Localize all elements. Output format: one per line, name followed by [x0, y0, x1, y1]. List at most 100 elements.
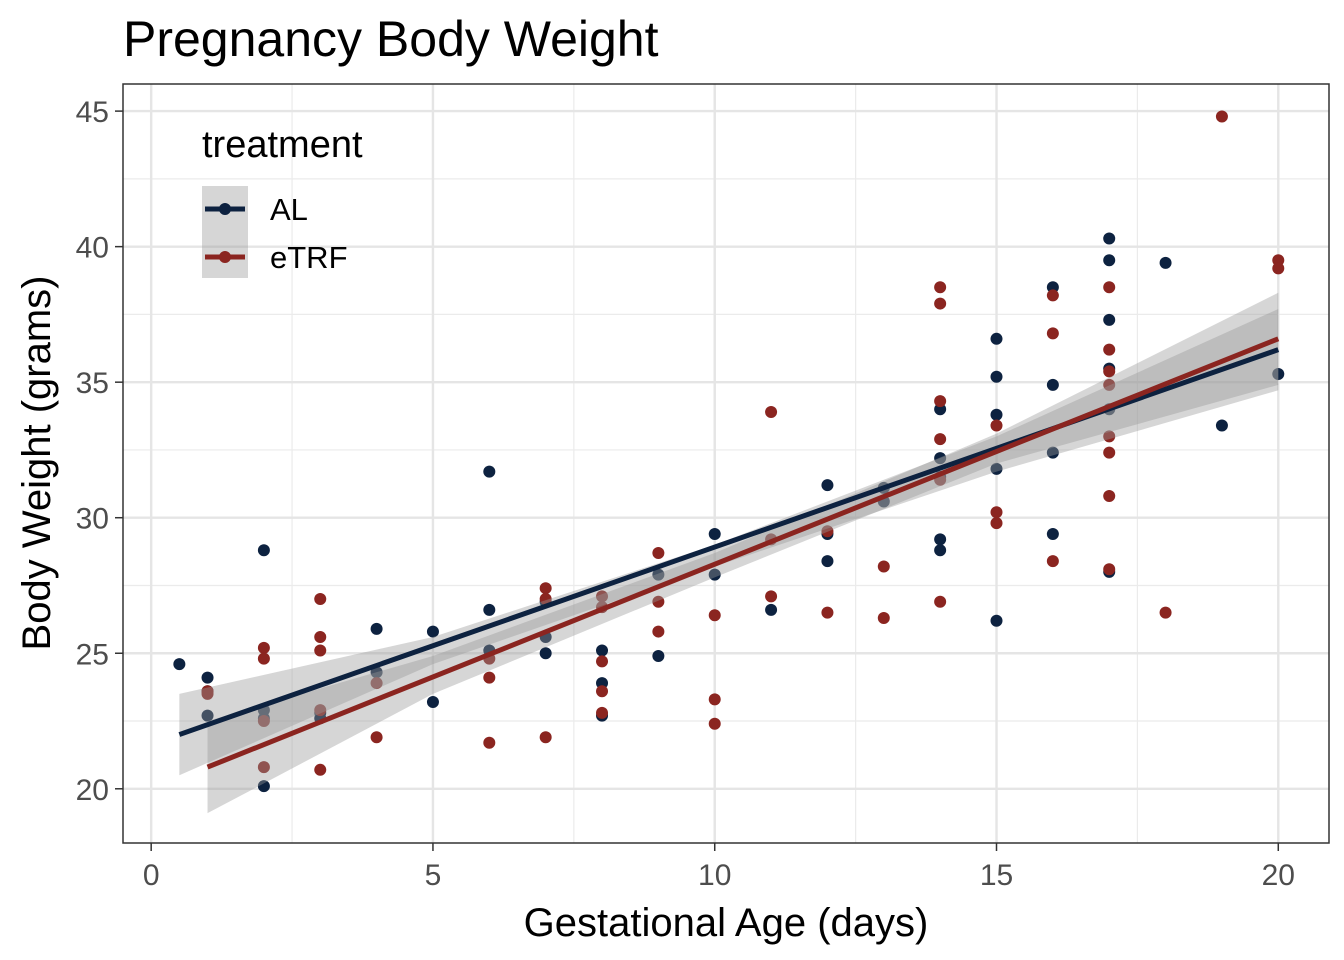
data-point-etrf [877, 560, 890, 573]
fit-line-etrf [206, 336, 1280, 770]
data-point-al [173, 658, 186, 671]
data-point-al [990, 332, 1003, 345]
legend-key-background [202, 186, 248, 278]
data-point-etrf [257, 641, 270, 654]
data-point-etrf [1046, 555, 1059, 568]
data-point-al [1046, 446, 1059, 459]
data-point-etrf [1103, 378, 1116, 391]
data-point-al [934, 452, 947, 465]
data-point-etrf [821, 606, 834, 619]
legend-title: treatment [202, 124, 363, 166]
y-tick-label: 40 [76, 232, 109, 265]
data-point-etrf [314, 593, 327, 606]
data-point-etrf [765, 590, 778, 603]
data-point-etrf [934, 433, 947, 446]
data-point-etrf [1103, 490, 1116, 503]
data-point-al [1215, 419, 1228, 432]
data-point-al [201, 671, 214, 684]
data-point-etrf [1272, 262, 1285, 275]
data-point-al [1103, 254, 1116, 267]
x-tick-label: 5 [425, 859, 442, 892]
y-tick-label: 20 [76, 774, 109, 807]
data-point-al [1159, 256, 1172, 269]
x-tick-label: 20 [1262, 859, 1295, 892]
data-point-al [1272, 368, 1285, 381]
data-point-etrf [539, 582, 552, 595]
data-point-al [990, 370, 1003, 383]
legend-key-point-al [219, 203, 231, 215]
data-point-etrf [370, 731, 383, 744]
data-point-al [990, 614, 1003, 627]
x-axis-title: Gestational Age (days) [524, 901, 929, 945]
data-point-etrf [539, 731, 552, 744]
data-point-etrf [652, 546, 665, 559]
data-point-etrf [708, 609, 721, 622]
y-axis-title: Body Weight (grams) [15, 276, 59, 651]
data-point-etrf [934, 595, 947, 608]
y-tick-label: 30 [76, 503, 109, 536]
data-point-etrf [821, 525, 834, 538]
x-tick-label: 15 [980, 859, 1013, 892]
data-point-etrf [1103, 281, 1116, 294]
data-point-etrf [652, 595, 665, 608]
data-point-etrf [990, 419, 1003, 432]
data-point-al [596, 644, 609, 657]
fit-lines [178, 336, 1280, 770]
data-point-al [1103, 232, 1116, 245]
data-point-al [201, 709, 214, 722]
legend-key-point-etrf [219, 251, 231, 263]
data-point-etrf [596, 685, 609, 698]
data-point-etrf [596, 706, 609, 719]
data-point-al [652, 649, 665, 662]
data-point-al [483, 603, 496, 616]
data-point-etrf [1103, 563, 1116, 576]
data-point-etrf [934, 281, 947, 294]
data-point-etrf [934, 395, 947, 408]
data-point-al [990, 462, 1003, 475]
data-point-etrf [1103, 343, 1116, 356]
x-tick-label: 10 [698, 859, 731, 892]
x-tick-label: 0 [143, 859, 160, 892]
data-point-al [708, 568, 721, 581]
data-point-al [934, 544, 947, 557]
data-point-al [370, 622, 383, 635]
data-point-al [257, 544, 270, 557]
data-point-etrf [257, 715, 270, 728]
data-point-al [539, 647, 552, 660]
data-point-al [765, 603, 778, 616]
data-point-al [652, 568, 665, 581]
legend-label-al: AL [270, 192, 308, 227]
data-point-etrf [708, 717, 721, 730]
data-point-etrf [596, 655, 609, 668]
data-point-etrf [483, 736, 496, 749]
data-point-etrf [990, 506, 1003, 519]
data-point-al [426, 625, 439, 638]
data-point-etrf [1103, 430, 1116, 443]
data-point-etrf [765, 405, 778, 418]
y-tick-label: 25 [76, 638, 109, 671]
data-point-etrf [652, 625, 665, 638]
data-point-etrf [539, 593, 552, 606]
legend-label-etrf: eTRF [270, 240, 348, 275]
grid-minor [123, 84, 1329, 843]
data-point-etrf [1215, 110, 1228, 123]
data-point-al [370, 666, 383, 679]
data-point-etrf [1103, 446, 1116, 459]
data-point-etrf [257, 652, 270, 665]
data-point-etrf [314, 704, 327, 717]
data-point-al [821, 555, 834, 568]
data-point-al [1046, 378, 1059, 391]
data-point-al [708, 527, 721, 540]
data-point-etrf [314, 763, 327, 776]
data-point-etrf [257, 761, 270, 774]
axis-ticks [115, 110, 1280, 851]
data-point-al [483, 465, 496, 478]
data-point-al [990, 408, 1003, 421]
data-point-etrf [1046, 327, 1059, 340]
data-point-etrf [201, 687, 214, 700]
data-point-al [257, 780, 270, 793]
data-point-al [934, 533, 947, 546]
plot-border [122, 83, 1330, 844]
data-point-etrf [990, 517, 1003, 530]
data-point-etrf [1103, 365, 1116, 378]
